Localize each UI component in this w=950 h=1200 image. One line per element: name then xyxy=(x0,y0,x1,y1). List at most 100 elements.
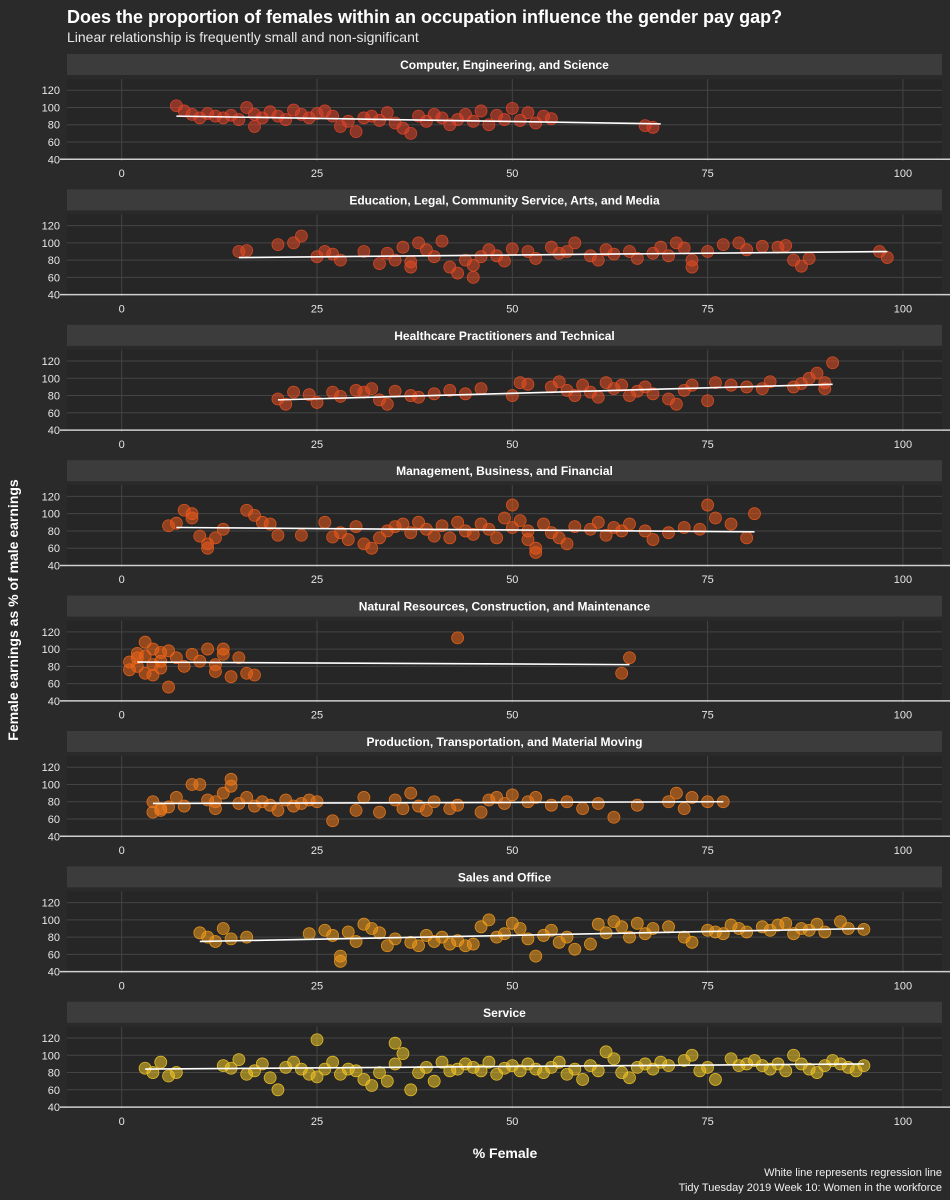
data-point xyxy=(568,520,582,534)
facet-panel: Sales and Office 40 60 80 100 120 0 25 50 75 100 xyxy=(42,866,950,992)
data-point xyxy=(435,234,449,248)
data-point xyxy=(662,249,675,263)
data-point xyxy=(724,517,738,531)
chart-title: Does the proportion of females within an… xyxy=(67,7,782,27)
data-point xyxy=(341,114,355,128)
data-point xyxy=(529,546,543,559)
data-point xyxy=(193,529,207,543)
data-point xyxy=(826,356,840,370)
x-tick-label: 0 xyxy=(119,710,125,722)
data-point xyxy=(818,925,832,939)
x-tick-label: 100 xyxy=(894,845,912,857)
data-point xyxy=(412,939,425,953)
data-point xyxy=(263,517,277,531)
data-point xyxy=(709,511,722,525)
data-point xyxy=(716,238,730,252)
x-tick-label: 50 xyxy=(506,980,518,992)
data-point xyxy=(498,511,511,525)
data-point xyxy=(646,922,660,935)
y-tick-label: 80 xyxy=(48,255,60,267)
data-point xyxy=(818,376,832,390)
data-point xyxy=(326,1055,340,1069)
data-point xyxy=(373,805,386,819)
facet-strip xyxy=(67,324,942,346)
data-point xyxy=(880,251,894,264)
data-point xyxy=(224,772,238,786)
data-point xyxy=(662,526,675,540)
data-point xyxy=(615,920,629,934)
plot-panel xyxy=(67,485,942,568)
data-point xyxy=(271,528,285,542)
facet-strip-label: Sales and Office xyxy=(458,870,552,884)
y-tick-label: 120 xyxy=(42,762,60,774)
data-point xyxy=(154,661,168,675)
data-point xyxy=(474,805,488,819)
x-tick-label: 75 xyxy=(702,439,714,451)
y-tick-label: 60 xyxy=(48,543,60,555)
data-point xyxy=(544,923,558,937)
x-tick-label: 50 xyxy=(506,845,518,857)
data-point xyxy=(521,106,535,120)
facet-strip xyxy=(67,866,942,888)
data-point xyxy=(373,1066,386,1079)
data-point xyxy=(623,517,636,531)
data-point xyxy=(193,778,207,791)
facet-strip-label: Healthcare Practitioners and Technical xyxy=(394,329,615,343)
data-point xyxy=(709,1073,722,1086)
data-point xyxy=(279,113,293,126)
x-tick-label: 50 xyxy=(506,710,518,722)
y-tick-label: 120 xyxy=(42,491,60,503)
data-point xyxy=(505,498,519,512)
data-point xyxy=(365,382,379,396)
y-tick-label: 40 xyxy=(48,831,60,843)
data-point xyxy=(248,668,261,682)
x-tick-label: 100 xyxy=(894,439,912,451)
data-point xyxy=(474,104,488,118)
data-point xyxy=(271,803,285,817)
x-tick-label: 0 xyxy=(119,980,125,992)
y-tick-label: 40 xyxy=(48,290,60,302)
data-point xyxy=(482,913,496,927)
data-point xyxy=(396,1047,410,1060)
data-point xyxy=(279,397,293,411)
y-tick-label: 120 xyxy=(42,221,60,233)
data-point xyxy=(615,378,629,392)
x-tick-label: 0 xyxy=(119,168,125,180)
facet-strip-label: Education, Legal, Community Service, Art… xyxy=(349,193,660,207)
data-point xyxy=(154,1055,168,1069)
data-point xyxy=(326,109,340,123)
x-tick-label: 0 xyxy=(119,1116,125,1128)
data-point xyxy=(623,930,636,944)
data-point xyxy=(443,531,457,545)
y-tick-label: 100 xyxy=(42,915,60,927)
data-point xyxy=(615,666,629,680)
data-point xyxy=(388,1036,402,1050)
x-tick-label: 100 xyxy=(894,710,912,722)
data-point xyxy=(591,390,605,404)
y-tick-label: 120 xyxy=(42,85,60,97)
y-tick-label: 60 xyxy=(48,1085,60,1097)
data-point xyxy=(255,1057,269,1071)
data-point xyxy=(646,533,660,546)
x-tick-label: 100 xyxy=(894,980,912,992)
x-tick-label: 75 xyxy=(702,710,714,722)
x-tick-label: 75 xyxy=(702,1116,714,1128)
data-point xyxy=(482,1055,496,1069)
data-point xyxy=(505,788,519,802)
data-point xyxy=(568,1062,582,1076)
facet-strip-label: Production, Transportation, and Material… xyxy=(366,735,642,749)
data-point xyxy=(224,932,238,946)
data-point xyxy=(623,1071,636,1085)
data-point xyxy=(740,243,754,257)
facet-strip xyxy=(67,54,942,75)
data-point xyxy=(209,531,222,545)
data-point xyxy=(216,642,230,656)
data-point xyxy=(388,253,402,267)
y-tick-label: 80 xyxy=(48,120,60,132)
data-point xyxy=(302,927,316,941)
data-point xyxy=(552,1055,566,1069)
data-point xyxy=(248,120,261,133)
y-tick-label: 120 xyxy=(42,898,60,910)
regression-line xyxy=(238,250,888,259)
data-point xyxy=(576,802,590,816)
